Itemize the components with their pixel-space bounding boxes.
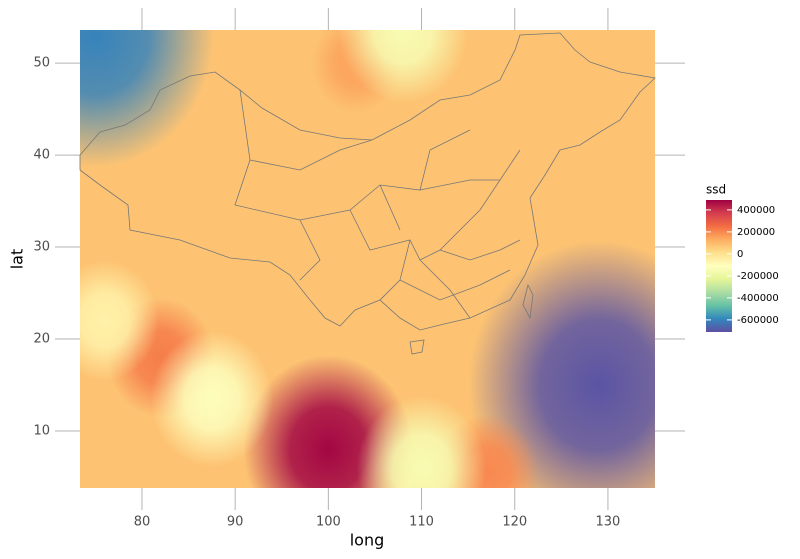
legend: ssd 400000 200000 0 -200000 -400000 -600000 xyxy=(706,183,779,332)
hainan xyxy=(409,339,425,355)
hotspot xyxy=(150,330,274,467)
y-axis-title: lat xyxy=(8,249,27,270)
legend-tick-label: -200000 xyxy=(737,271,779,282)
x-tick-label: 120 xyxy=(502,515,527,530)
hotspot xyxy=(80,30,214,167)
legend-tick-label: 400000 xyxy=(737,205,775,216)
legend-title: ssd xyxy=(706,183,726,197)
x-tick-label: 130 xyxy=(596,515,621,530)
legend-tick-label: 0 xyxy=(737,249,743,260)
axes: long lat 80 90 100 110 120 130 10 20 30 40 50 xyxy=(8,56,621,550)
legend-tick-label: 200000 xyxy=(737,227,775,238)
map-outline xyxy=(79,32,656,355)
taiwan xyxy=(522,283,534,320)
y-tick-label: 20 xyxy=(33,332,50,347)
province-borders xyxy=(234,89,521,319)
y-tick-label: 50 xyxy=(33,56,50,71)
hotspot xyxy=(356,395,487,488)
x-tick-label: 100 xyxy=(316,515,341,530)
y-tick-label: 40 xyxy=(33,148,50,163)
x-tick-label: 90 xyxy=(227,515,244,530)
colorbar xyxy=(706,200,732,332)
hotspot xyxy=(338,30,468,103)
country-border xyxy=(79,32,656,331)
legend-tick-label: -400000 xyxy=(737,293,779,304)
x-tick-label: 110 xyxy=(409,515,434,530)
x-axis-title: long xyxy=(350,531,385,550)
legend-tick-label: -600000 xyxy=(737,315,779,326)
raster xyxy=(80,30,655,488)
y-tick-label: 10 xyxy=(33,423,50,438)
y-tick-label: 30 xyxy=(33,240,50,255)
x-tick-label: 80 xyxy=(134,515,151,530)
hotspot xyxy=(80,260,159,381)
